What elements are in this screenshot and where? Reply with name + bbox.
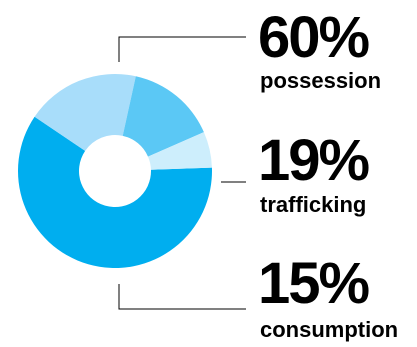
- slice-other: [147, 132, 212, 170]
- category-label-trafficking: trafficking: [260, 192, 366, 217]
- value-label-trafficking: 19%: [258, 128, 370, 193]
- value-label-possession: 60%: [258, 5, 370, 70]
- slice-possession: [17, 116, 212, 268]
- category-label-consumption: consumption: [260, 317, 398, 342]
- value-label-consumption: 15%: [258, 251, 370, 316]
- category-label-possession: possession: [260, 68, 381, 93]
- leader-line-consumption: [118, 284, 246, 310]
- slice-consumption: [122, 76, 204, 157]
- leader-line-possession: [118, 36, 246, 62]
- donut-slices: [17, 73, 212, 268]
- slice-trafficking: [34, 73, 136, 151]
